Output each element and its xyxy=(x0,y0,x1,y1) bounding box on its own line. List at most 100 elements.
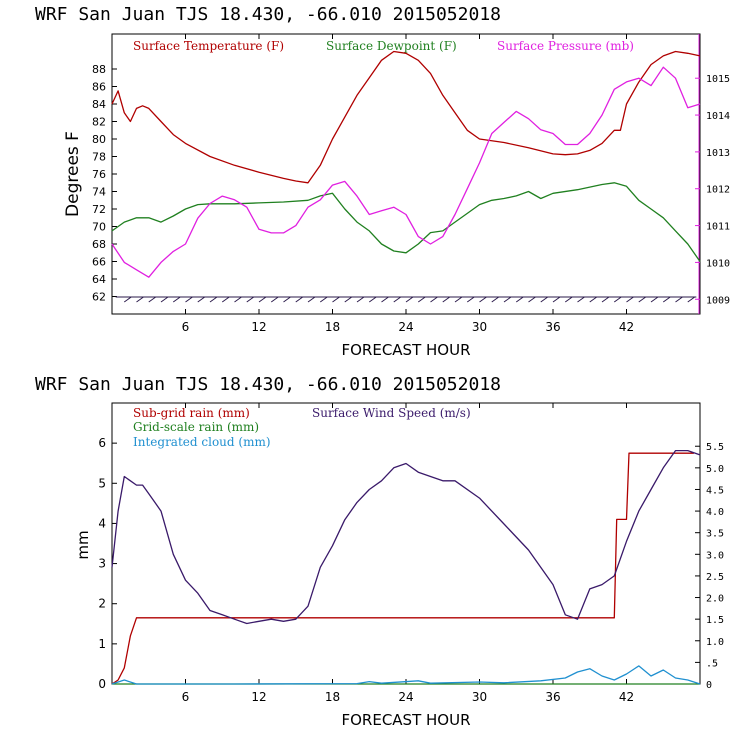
y2-tick-label: 1013 xyxy=(706,148,730,159)
series-line-integrated-cloud-mm xyxy=(111,665,701,685)
wind-barb xyxy=(466,296,475,303)
wind-barb xyxy=(638,296,647,303)
wind-barb xyxy=(148,296,157,303)
legend-sub-grid-rain: Sub-grid rain (mm) xyxy=(133,406,250,420)
top-x-axis-label: FORECAST HOUR xyxy=(341,341,470,359)
y-tick-label: 66 xyxy=(92,256,106,269)
y2-tick-label: 5.5 xyxy=(706,442,724,453)
wind-barb xyxy=(589,296,598,303)
y-tick-label: 76 xyxy=(92,168,106,181)
wind-barb xyxy=(332,296,340,303)
legend-grid-scale-rain: Grid-scale rain (mm) xyxy=(133,420,259,434)
wind-barb xyxy=(442,296,451,303)
x-tick-label: 6 xyxy=(182,690,190,704)
wind-barb xyxy=(491,296,500,303)
bottom-x-axis-label: FORECAST HOUR xyxy=(341,711,470,729)
y2-tick-label: .5 xyxy=(706,658,718,669)
series-line-surface-temperature-f xyxy=(111,50,701,184)
x-tick-label: 24 xyxy=(398,320,413,334)
wind-barb xyxy=(381,296,389,303)
y-tick-label: 74 xyxy=(92,186,106,199)
wind-barb xyxy=(295,296,304,303)
y-tick-label: 80 xyxy=(92,133,106,146)
y-tick-label: 70 xyxy=(92,221,106,234)
x-tick-label: 12 xyxy=(251,690,266,704)
wind-barb xyxy=(197,296,206,303)
legend-surface-dewpoint: Surface Dewpoint (F) xyxy=(326,39,457,53)
wind-barb xyxy=(626,296,634,303)
wind-barb xyxy=(577,296,585,303)
y2-tick-label: 1.5 xyxy=(706,615,724,626)
top-chart-title: WRF San Juan TJS 18.430, -66.010 2015052… xyxy=(35,4,501,25)
top-y-axis-label: Degrees F xyxy=(63,131,83,217)
wind-barb xyxy=(344,296,353,303)
y2-tick-label: 5.0 xyxy=(706,464,724,475)
wind-barb xyxy=(356,296,365,303)
wind-barb xyxy=(454,296,463,303)
y2-tick-label: 1011 xyxy=(706,222,730,233)
y-tick-label: 4 xyxy=(98,516,106,530)
wind-barb xyxy=(662,296,671,303)
wind-barb xyxy=(601,296,610,303)
y2-tick-label: 4.5 xyxy=(706,485,724,496)
wind-barb xyxy=(209,296,218,303)
wind-barb xyxy=(393,296,402,303)
y2-tick-label: 0 xyxy=(706,680,712,691)
y-tick-label: 72 xyxy=(92,203,106,216)
bottom-y-axis-label: mm xyxy=(74,530,92,559)
wind-barb xyxy=(172,296,181,303)
series-line-surface-pressure-mb xyxy=(111,66,701,278)
series-line-surface-wind-speed-m-s xyxy=(111,449,701,625)
y-tick-label: 68 xyxy=(92,238,106,251)
wind-barb xyxy=(405,296,414,303)
wind-barb xyxy=(368,296,377,303)
wind-barb xyxy=(515,296,524,303)
y-tick-label: 88 xyxy=(92,63,106,76)
wind-barb xyxy=(430,296,438,303)
wind-barb xyxy=(528,296,536,303)
legend-surface-temperature: Surface Temperature (F) xyxy=(133,39,284,53)
wind-barb xyxy=(307,296,316,303)
series-line-surface-dewpoint-f xyxy=(111,182,701,262)
wind-barb xyxy=(136,296,144,303)
wind-barb xyxy=(258,296,267,303)
x-tick-label: 42 xyxy=(619,690,634,704)
x-tick-label: 12 xyxy=(251,320,266,334)
wind-barb xyxy=(234,296,242,303)
x-tick-label: 36 xyxy=(545,320,560,334)
y2-tick-label: 1009 xyxy=(706,295,730,306)
x-tick-label: 42 xyxy=(619,320,634,334)
y2-tick-label: 2.5 xyxy=(706,572,724,583)
wind-barb xyxy=(221,296,230,303)
y-tick-label: 62 xyxy=(92,291,106,304)
x-tick-label: 18 xyxy=(325,320,340,334)
wind-barb xyxy=(283,296,291,303)
y2-tick-label: 1012 xyxy=(706,185,730,196)
y2-tick-label: 4.0 xyxy=(706,507,724,518)
y-tick-label: 3 xyxy=(98,557,106,571)
y2-tick-label: 3.0 xyxy=(706,550,724,561)
y-tick-label: 82 xyxy=(92,116,106,129)
wind-barb xyxy=(270,296,279,303)
y-tick-label: 84 xyxy=(92,98,106,111)
top-legend: Surface Temperature (F) Surface Dewpoint… xyxy=(133,39,634,53)
wind-barb xyxy=(687,296,696,303)
wind-barb xyxy=(479,296,487,303)
y-tick-label: 2 xyxy=(98,597,106,611)
y-tick-label: 64 xyxy=(92,273,106,286)
wind-barb xyxy=(564,296,573,303)
top-plot-frame xyxy=(111,33,701,315)
bottom-chart-title: WRF San Juan TJS 18.430, -66.010 2015052… xyxy=(35,374,501,395)
y-tick-label: 78 xyxy=(92,151,106,164)
x-tick-label: 24 xyxy=(398,690,413,704)
x-tick-label: 30 xyxy=(472,690,487,704)
y2-tick-label: 1010 xyxy=(706,258,730,269)
y-tick-label: 6 xyxy=(98,436,106,450)
y-tick-label: 1 xyxy=(98,637,106,651)
y2-tick-label: 3.5 xyxy=(706,529,724,540)
wind-barb xyxy=(503,296,512,303)
y-tick-label: 86 xyxy=(92,81,106,94)
wind-barb xyxy=(246,296,255,303)
wind-barb xyxy=(160,296,169,303)
